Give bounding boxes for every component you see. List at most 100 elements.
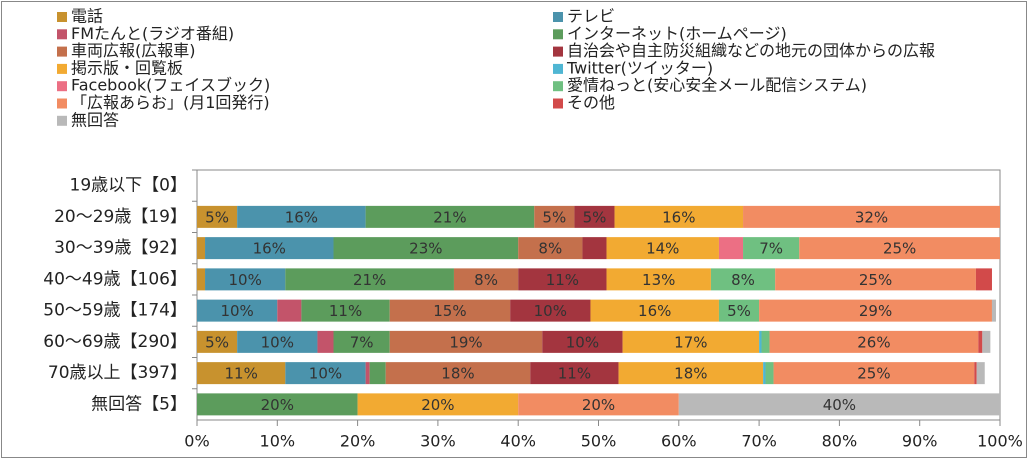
y-tick-label: 40～49歳【106】 bbox=[43, 269, 187, 289]
data-label: 32% bbox=[855, 208, 888, 226]
x-tick-label: 90% bbox=[902, 432, 938, 451]
x-tick-label: 30% bbox=[420, 432, 456, 451]
bar-segment bbox=[606, 237, 719, 260]
x-tick-label: 100% bbox=[977, 432, 1023, 451]
bar-segment bbox=[197, 393, 358, 416]
bar-segment bbox=[622, 330, 760, 353]
legend-label: 電話 bbox=[71, 7, 103, 26]
bar-segment bbox=[763, 362, 766, 385]
bar-segment bbox=[978, 330, 983, 353]
bar-segment bbox=[678, 393, 1000, 416]
bar-segment bbox=[606, 268, 711, 291]
bar-segment bbox=[759, 330, 762, 353]
legend-swatch bbox=[553, 12, 563, 22]
bar-segment bbox=[317, 330, 334, 353]
x-tick-label: 20% bbox=[340, 432, 376, 451]
bar-segment bbox=[518, 268, 607, 291]
legend-label: Facebook(フェイスブック) bbox=[71, 76, 270, 95]
x-tick-label: 10% bbox=[260, 432, 296, 451]
data-label: 11% bbox=[224, 365, 257, 383]
bar-segment bbox=[389, 330, 543, 353]
data-label: 10% bbox=[566, 333, 599, 351]
y-tick-label: 50～59歳【174】 bbox=[43, 301, 187, 321]
bar-segment bbox=[975, 268, 992, 291]
legend-label: 「広報あらお」(月1回発行) bbox=[71, 93, 270, 112]
x-tick-label: 80% bbox=[822, 432, 858, 451]
legend-label: 自治会や自主防災組織などの地元の団体からの広報 bbox=[567, 41, 935, 60]
legend-label: 車両広報(広報車) bbox=[71, 41, 196, 60]
data-label: 5% bbox=[542, 208, 566, 226]
bar-segment bbox=[542, 330, 623, 353]
bar-segment bbox=[534, 205, 575, 228]
bar-segment bbox=[582, 237, 607, 260]
bar-segment bbox=[510, 299, 591, 322]
bar-segment bbox=[197, 268, 206, 291]
data-label: 5% bbox=[583, 208, 607, 226]
data-label: 21% bbox=[433, 208, 466, 226]
legend-swatch bbox=[57, 115, 67, 126]
data-label: 7% bbox=[759, 240, 783, 258]
bar-segment bbox=[710, 268, 776, 291]
data-label: 8% bbox=[538, 240, 562, 258]
bar-segment bbox=[205, 237, 334, 260]
legend-label: FMたんと(ラジオ番組) bbox=[71, 24, 234, 43]
data-label: 20% bbox=[582, 396, 615, 414]
bar-segment bbox=[453, 268, 519, 291]
bar-segment bbox=[285, 268, 454, 291]
data-label: 25% bbox=[883, 240, 916, 258]
bar-segment bbox=[365, 205, 535, 228]
y-tick-label: 70歳以上【397】 bbox=[48, 363, 187, 383]
legend-swatch bbox=[57, 63, 67, 74]
bar-segment bbox=[590, 299, 719, 322]
bar-segment bbox=[743, 237, 800, 260]
bar-segment bbox=[769, 330, 979, 353]
bar-segment bbox=[197, 362, 286, 385]
bar-segment bbox=[775, 268, 976, 291]
data-label: 11% bbox=[329, 302, 362, 320]
bar-segment bbox=[205, 268, 286, 291]
bar-segment bbox=[618, 362, 764, 385]
bar-segment bbox=[773, 362, 975, 385]
x-tick-label: 60% bbox=[661, 432, 697, 451]
data-label: 25% bbox=[859, 271, 892, 289]
bar-segment bbox=[759, 299, 992, 322]
x-tick-label: 0% bbox=[184, 432, 209, 451]
legend-swatch bbox=[57, 12, 67, 22]
bar-segment bbox=[301, 299, 390, 322]
legend-swatch bbox=[57, 81, 67, 92]
data-label: 7% bbox=[350, 333, 374, 351]
data-label: 10% bbox=[261, 333, 294, 351]
legend-swatch bbox=[57, 46, 67, 57]
bar-segment bbox=[518, 393, 679, 416]
x-tick-label: 50% bbox=[581, 432, 617, 451]
legend-swatch bbox=[553, 98, 563, 109]
data-label: 10% bbox=[229, 271, 262, 289]
bar-segment bbox=[365, 362, 370, 385]
bar-segment bbox=[333, 237, 519, 260]
data-label: 8% bbox=[731, 271, 755, 289]
data-label: 25% bbox=[857, 365, 890, 383]
bar-segment bbox=[976, 362, 985, 385]
data-label: 40% bbox=[823, 396, 856, 414]
bar-segment bbox=[574, 205, 615, 228]
data-label: 10% bbox=[309, 365, 342, 383]
data-label: 10% bbox=[534, 302, 567, 320]
legend-label: 愛情ねっと(安心安全メール配信システム) bbox=[567, 76, 867, 95]
data-label: 5% bbox=[205, 208, 229, 226]
bar-segment bbox=[761, 330, 770, 353]
bar-segment bbox=[333, 330, 390, 353]
legend-swatch bbox=[553, 63, 563, 74]
data-label: 14% bbox=[646, 240, 679, 258]
data-label: 20% bbox=[261, 396, 294, 414]
data-label: 16% bbox=[662, 208, 695, 226]
legend-label: Twitter(ツイッター) bbox=[566, 58, 713, 77]
bar-segment bbox=[197, 330, 238, 353]
data-label: 19% bbox=[449, 333, 482, 351]
bar-segment bbox=[369, 362, 386, 385]
data-label: 16% bbox=[253, 240, 286, 258]
bar-segment bbox=[718, 237, 744, 260]
data-label: 17% bbox=[674, 333, 707, 351]
bar-segment bbox=[285, 362, 366, 385]
data-label: 15% bbox=[433, 302, 466, 320]
legend-swatch bbox=[553, 29, 563, 40]
